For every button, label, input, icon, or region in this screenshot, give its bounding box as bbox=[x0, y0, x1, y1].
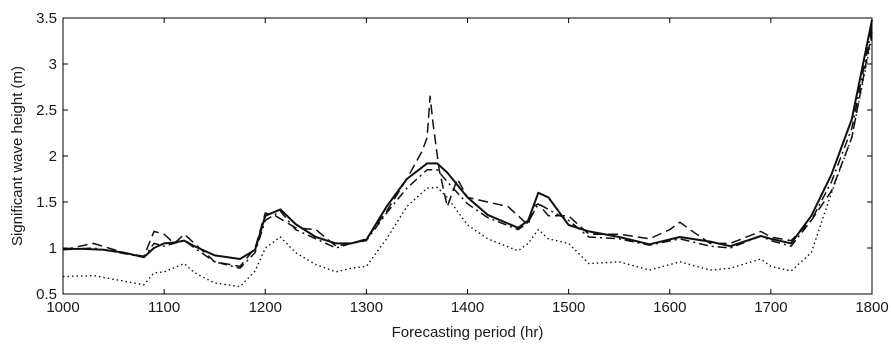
y-axis-label: Significant wave height (m) bbox=[9, 66, 26, 246]
x-tick-label: 1400 bbox=[451, 299, 484, 316]
y-tick-label: 1 bbox=[49, 240, 57, 257]
y-tick-label: 3 bbox=[49, 56, 57, 73]
series-line-dotted bbox=[62, 36, 873, 288]
tick-layer: 1000 1100 1200 1300 1400 1500 1600 1700 1800 0.5 1… bbox=[36, 10, 889, 316]
series-line-solid bbox=[63, 19, 873, 260]
x-axis-label: Forecasting period (hr) bbox=[392, 324, 544, 341]
y-tick-label: 0.5 bbox=[36, 286, 57, 303]
y-tick-label: 3.5 bbox=[36, 10, 57, 27]
x-tick-label: 1200 bbox=[249, 299, 282, 316]
x-tick-label: 1600 bbox=[653, 299, 686, 316]
series-line-dashed bbox=[62, 31, 873, 268]
x-tick-label: 1700 bbox=[754, 299, 787, 316]
x-tick-label: 1100 bbox=[148, 299, 180, 316]
y-tick-label: 2 bbox=[49, 148, 57, 165]
x-tick-label: 1500 bbox=[552, 299, 585, 316]
series-layer bbox=[62, 19, 873, 288]
y-tick-label: 2.5 bbox=[36, 102, 57, 119]
series-line-dashdot bbox=[62, 27, 873, 269]
x-tick-label: 1300 bbox=[350, 299, 383, 316]
plot-frame bbox=[62, 17, 873, 295]
x-tick-label: 1000 bbox=[46, 299, 79, 316]
y-tick-label: 1.5 bbox=[36, 194, 57, 211]
x-tick-label: 1800 bbox=[855, 299, 888, 316]
